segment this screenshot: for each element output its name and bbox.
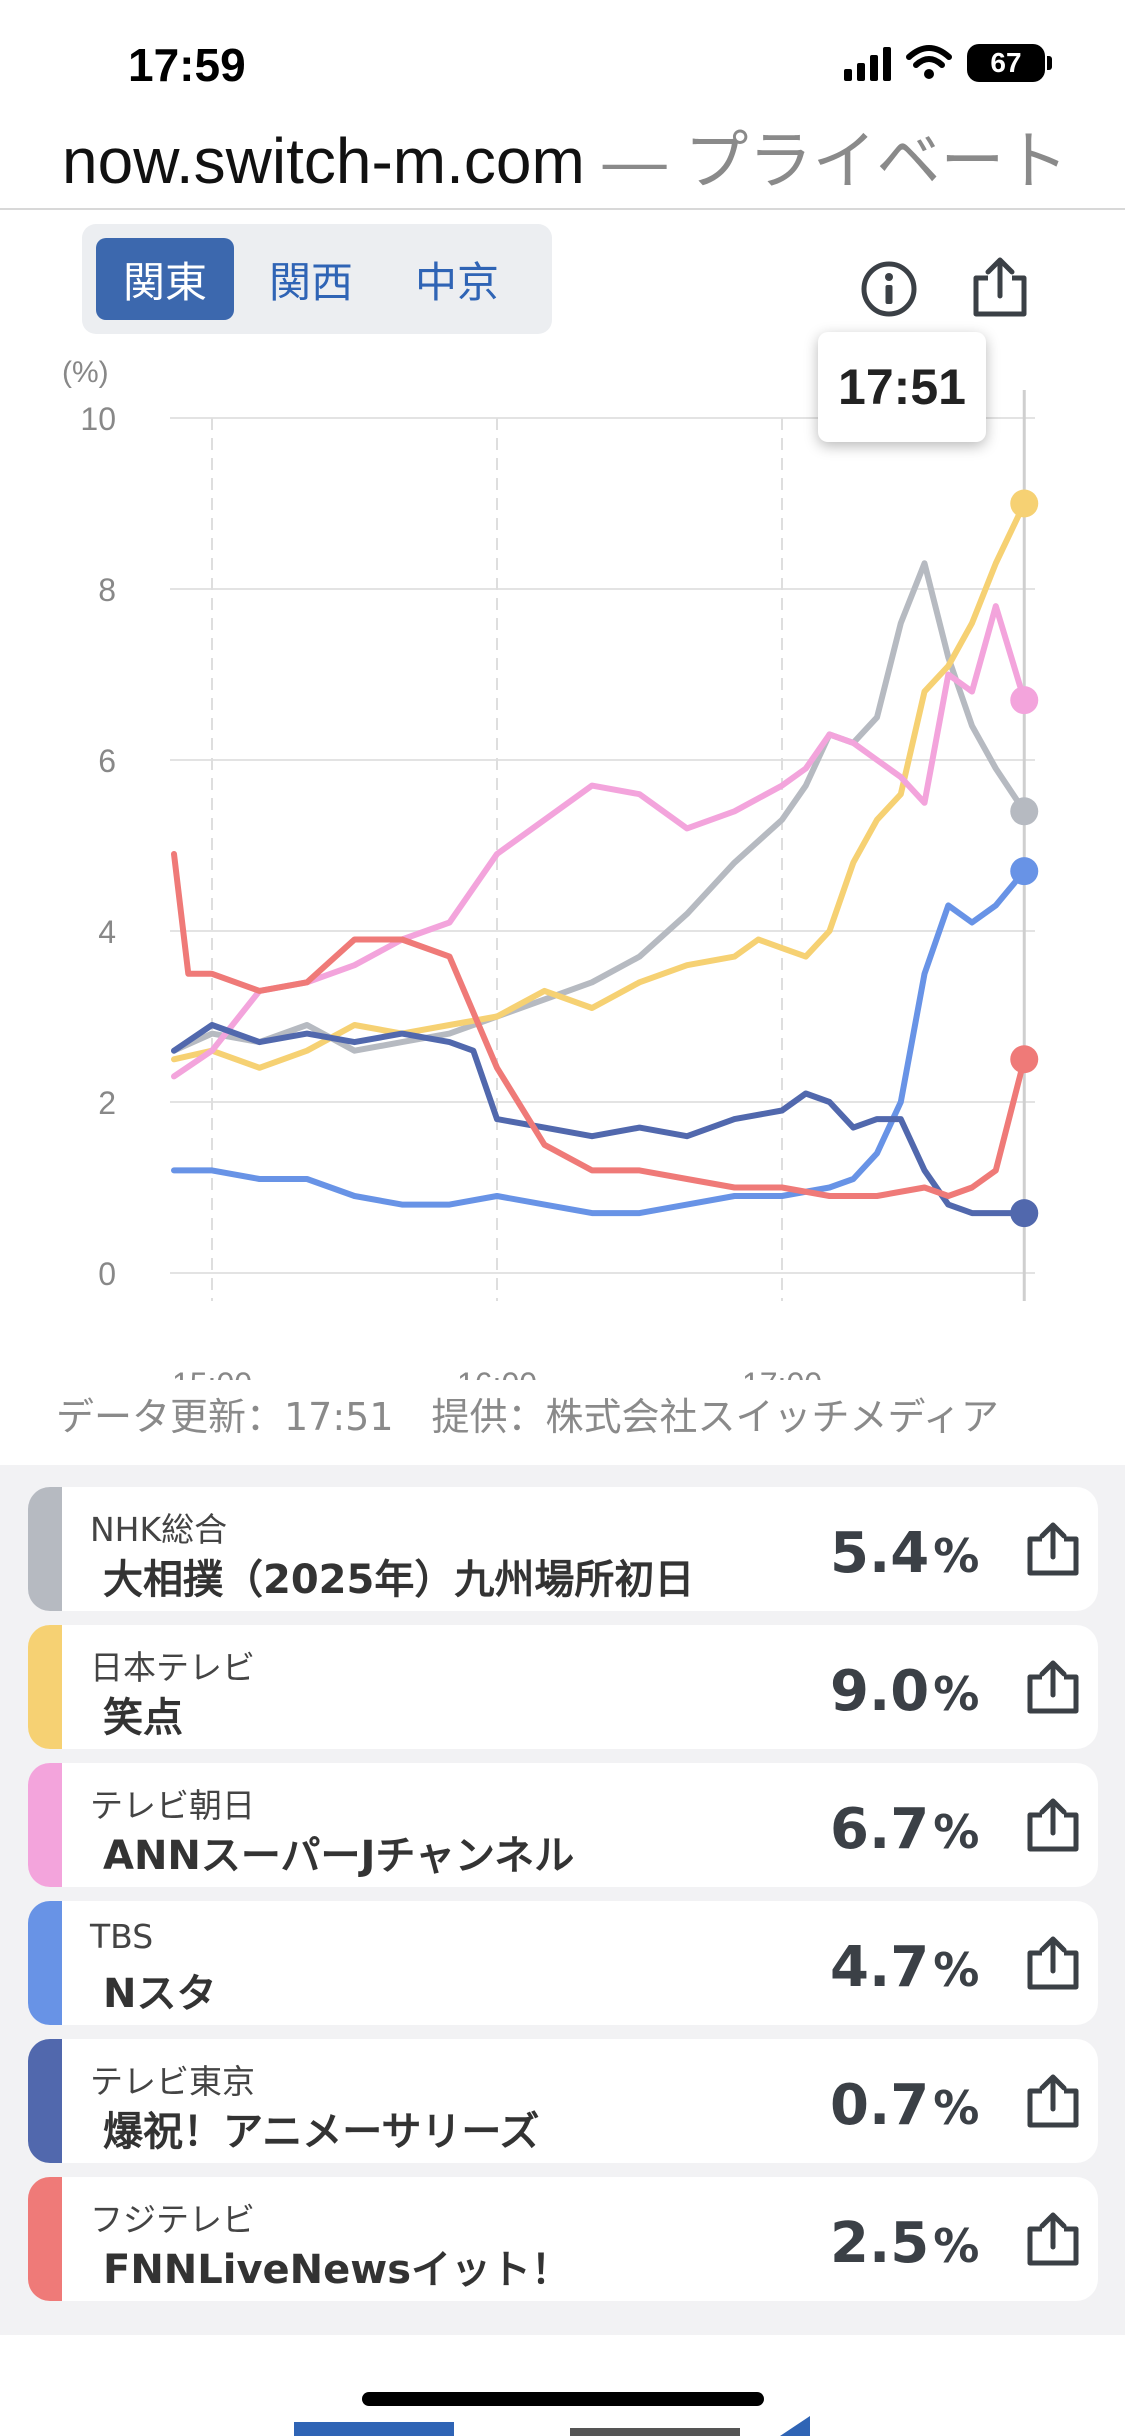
channel-card[interactable]: TBS Nスタ 4.7% [28,1901,1098,2025]
rating-value: 9.0% [830,1659,979,1724]
y-tick-label: 4 [98,914,116,950]
channel-name: テレビ朝日 [90,1786,255,1825]
rating-number: 9.0 [830,1659,930,1724]
share-icon[interactable] [1024,1521,1082,1579]
rating-unit: % [933,1667,980,1721]
series-line-nhk [171,560,1028,1054]
program-title: ANNスーパーJチャンネル [103,1833,575,1879]
url-separator: — [584,125,685,197]
channel-card[interactable]: テレビ朝日 ANNスーパーJチャンネル 6.7% [28,1763,1098,1887]
tab-kansai[interactable]: 関西 [268,257,353,307]
channel-name: テレビ東京 [90,2062,255,2101]
channel-name: フジテレビ [90,2200,255,2239]
share-icon[interactable] [1024,2073,1082,2131]
rating-number: 2.5 [830,2211,930,2276]
rating-value: 5.4% [830,1521,979,1586]
rating-unit: % [933,1805,980,1859]
private-mode-label: プライベート [684,125,1069,197]
channel-name: 日本テレビ [90,1648,255,1687]
y-tick-label: 2 [98,1085,116,1121]
home-indicator[interactable] [362,2392,764,2406]
share-icon[interactable] [1024,1935,1082,1993]
channel-card[interactable]: 日本テレビ笑点 9.0% [28,1625,1098,1749]
channel-list: NHK総合 大相撲（2025年）九州場所初日 5.4% 日本テレビ 笑点 9.0% テレビ朝… [0,1465,1125,2335]
rating-unit: % [933,1943,980,1997]
rating-value: 0.7% [830,2073,979,2138]
channel-card[interactable]: フジテレビ FNNLiveNewsイット！ 2.5% [28,2177,1098,2301]
rating-value: 4.7% [830,1935,979,2000]
x-tick-label: 16:00 [457,1366,537,1380]
y-tick-label: 6 [98,743,116,779]
series-end-marker-tbs [1010,857,1039,886]
share-icon[interactable] [1024,2211,1082,2269]
channel-color-stripe [28,1487,62,1611]
y-tick-label: 10 [80,401,116,437]
url-text[interactable]: now.switch-m.com — プライベート [62,110,1068,202]
info-icon[interactable] [860,260,918,318]
url-bar[interactable]: now.switch-m.com — プライベート [0,100,1125,210]
channel-color-stripe [28,2177,62,2301]
channel-color-stripe [28,1901,62,2025]
x-tick-label: 17:00 [742,1366,822,1380]
tab-chukyo[interactable]: 中京 [414,257,499,307]
series-end-marker-nhk [1010,797,1039,826]
bottom-banner-peek [294,2416,810,2436]
status-bar: 17:59 67 [0,0,1125,130]
series-line-tx [171,1022,1028,1217]
series-end-marker-ex [1010,686,1039,715]
series-line-tbs [171,868,1028,1217]
share-icon[interactable] [970,256,1030,320]
tab-kanto[interactable]: 関東 [96,238,234,320]
status-time: 17:59 [128,39,246,91]
channel-card[interactable]: テレビ東京爆祝！アニメーサリーズ 0.7% [28,2039,1098,2163]
channel-name: NHK総合 [90,1510,228,1549]
rating-unit: % [933,2081,980,2135]
y-axis-unit-label: (%) [62,356,109,389]
program-title: 爆祝！アニメーサリーズ [103,2109,540,2155]
series-end-marker-cx [1010,1045,1039,1074]
y-tick-label: 0 [98,1256,116,1292]
channel-color-stripe [28,2039,62,2163]
series-end-marker-tx [1010,1199,1039,1228]
series-line-cx [171,851,1028,1199]
region-tabs: 関東 関西 中京 [82,224,552,334]
series-line-ntv [171,500,1028,1071]
rating-value: 6.7% [830,1797,979,1862]
series-line-ex [171,603,1028,1080]
rating-unit: % [933,1529,980,1583]
battery-icon: 67 [967,44,1052,82]
rating-value: 2.5% [830,2211,979,2276]
x-tick-label: 15:00 [172,1366,252,1380]
data-update-note: データ更新：17:51 提供：株式会社スイッチメディア [56,1395,999,1439]
rating-number: 6.7 [830,1797,930,1862]
rating-number: 4.7 [830,1935,930,2000]
status-icons: 67 [844,44,1052,82]
battery-level: 67 [990,47,1022,78]
share-icon[interactable] [1024,1797,1082,1855]
cellular-signal-icon [844,45,891,81]
rating-unit: % [933,2219,980,2273]
ratings-line-chart: 0 2 4 6 8 10 (%) 15:00 16:00 17:00 [62,356,1039,1380]
channel-card[interactable]: NHK総合大相撲（2025年）九州場所初日 5.4% [28,1487,1098,1611]
program-title: 大相撲（2025年）九州場所初日 [103,1557,695,1603]
program-title: 笑点 [103,1695,183,1741]
program-title: Nスタ [103,1971,217,2017]
url-domain: now.switch-m.com [62,125,585,197]
series-end-marker-ntv [1010,489,1039,518]
rating-number: 0.7 [830,2073,930,2138]
y-tick-label: 8 [98,572,116,608]
channel-color-stripe [28,1763,62,1887]
share-icon[interactable] [1024,1659,1082,1717]
channel-name: TBS [90,1917,154,1956]
rating-number: 5.4 [830,1521,930,1586]
program-title: FNNLiveNewsイット！ [103,2247,572,2293]
chart-tooltip: 17:51 [818,332,986,442]
wifi-icon [906,45,952,79]
channel-color-stripe [28,1625,62,1749]
